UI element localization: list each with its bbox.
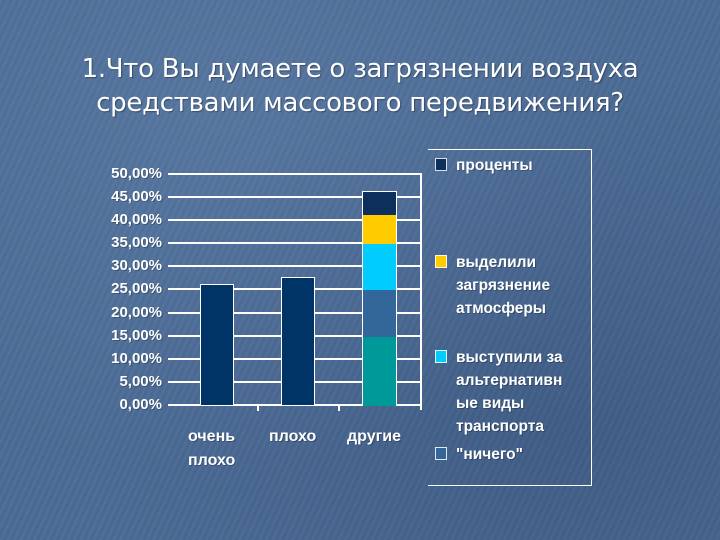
- chart-legend: проценты выделили загрязнение атмосферы …: [428, 149, 592, 486]
- x-category-label-line: другие: [347, 428, 402, 445]
- legend-label: проценты: [456, 157, 533, 174]
- y-tick-label: 50,00%: [111, 165, 162, 182]
- segment-vystupili-za-alternativnye: [363, 244, 396, 290]
- y-tick-label: 30,00%: [111, 257, 162, 274]
- legend-label: выделили загрязнение атмосферы: [456, 254, 551, 317]
- y-tick-label: 5,00%: [119, 373, 162, 390]
- legend-label: "ничего": [456, 446, 523, 463]
- x-category-label-line: плохо: [188, 452, 236, 469]
- gridline: [168, 196, 420, 198]
- x-category-label: плохо: [269, 425, 316, 449]
- x-category-label-line: плохо: [269, 428, 317, 445]
- y-tick-label: 45,00%: [111, 188, 162, 205]
- y-tick-label: 20,00%: [111, 304, 162, 321]
- legend-swatch-icon: [435, 158, 447, 171]
- y-tick-label: 15,00%: [111, 327, 162, 344]
- legend-swatch-icon: [435, 255, 447, 268]
- y-tick-label: 10,00%: [111, 350, 162, 367]
- legend-swatch-icon: [435, 350, 447, 363]
- bar-ochen-ploho: [200, 284, 234, 405]
- segment-teal: [363, 337, 396, 406]
- segment-vydelili-zagryaznenie: [363, 215, 396, 244]
- legend-label: выступили за альтернативн ые виды трансп…: [456, 349, 563, 435]
- x-category-label-line: очень: [188, 428, 236, 445]
- slide-title: 1.Что Вы думаете о загрязнении воздуха с…: [81, 54, 639, 118]
- y-tick-label: 40,00%: [111, 211, 162, 228]
- plot-area-right-border: [420, 173, 422, 410]
- segment-nichego: [363, 290, 396, 337]
- y-tick-label: 0,00%: [119, 396, 162, 413]
- bar-ploho: [281, 277, 315, 405]
- x-category-label: очень плохо: [188, 425, 235, 473]
- legend-swatch-icon: [435, 447, 447, 460]
- gridline: [168, 242, 420, 244]
- x-category-label: другие: [347, 425, 401, 449]
- y-tick-label: 25,00%: [111, 280, 162, 297]
- bar-drugie-stacked: [362, 191, 397, 406]
- gridline: [168, 265, 420, 267]
- gridline: [168, 173, 420, 175]
- x-axis-tick: [338, 405, 340, 411]
- x-axis-tick: [257, 405, 259, 411]
- y-tick-label: 35,00%: [111, 234, 162, 251]
- gridline: [168, 219, 420, 221]
- segment-protsenty: [363, 192, 396, 215]
